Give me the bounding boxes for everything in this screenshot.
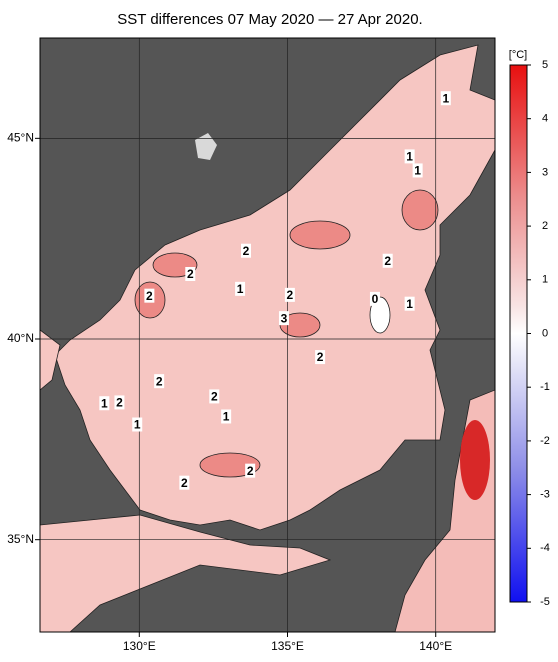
colorbar (509, 64, 528, 603)
contour-label-box (132, 417, 143, 432)
sea (40, 514, 332, 632)
colorbar-tick-label: 3 (542, 166, 548, 178)
y-tick-label: 40°N (7, 331, 34, 345)
contour-label-box (235, 281, 246, 296)
warm-patch (199, 452, 261, 478)
colorbar-tick-label: -5 (540, 596, 550, 608)
contour-label: 2 (187, 267, 194, 281)
contour-label: 1 (101, 396, 108, 410)
cool-patch (369, 296, 391, 334)
contour-label-box (404, 149, 415, 164)
contour-label: 1 (237, 282, 244, 296)
contour-label: 2 (243, 244, 250, 258)
contour-label-box (315, 350, 326, 365)
contour-label: 1 (414, 164, 421, 178)
sea (40, 329, 61, 391)
contour-label: 2 (146, 289, 153, 303)
colorbar-tick-label: -4 (540, 542, 550, 554)
contour-label: 0 (372, 292, 379, 306)
contour-label-box (144, 288, 155, 303)
colorbar-tick-label: 1 (542, 274, 548, 286)
contour-label: 2 (181, 476, 188, 490)
warm-patch (460, 420, 490, 500)
contour-label: 2 (156, 374, 163, 388)
y-tick-label: 45°N (7, 131, 34, 145)
contour-label-box (221, 409, 232, 424)
contour-label-box (209, 389, 220, 404)
colorbar-tick-label: -3 (540, 489, 550, 501)
contour-label: 2 (116, 396, 123, 410)
y-tick-label: 35°N (7, 532, 34, 546)
x-tick-label: 135°E (271, 639, 304, 653)
contour-label-box (284, 287, 295, 302)
island (195, 133, 217, 160)
contour-label-box (412, 163, 423, 178)
colorbar-label: [°C] (509, 49, 527, 61)
colorbar-tick-label: 5 (542, 59, 548, 71)
colorbar-tick-label: -1 (540, 381, 550, 393)
contour-label-box (369, 291, 380, 306)
contour-label: 1 (134, 418, 141, 432)
x-tick-label: 140°E (419, 639, 452, 653)
contour-label-box (440, 91, 451, 106)
frame (39, 37, 496, 633)
contour-label: 1 (406, 297, 413, 311)
contour-label: 2 (384, 254, 391, 268)
contour-label-box (382, 253, 393, 268)
contour-label-box (404, 296, 415, 311)
contour-label-box (185, 266, 196, 281)
contour-label-box (245, 463, 256, 478)
warm-patches (134, 189, 439, 478)
contour-label-box (99, 396, 110, 411)
colorbar-tick-label: 4 (542, 113, 548, 125)
contour-label: 2 (211, 390, 218, 404)
axes: 130°E 135°E 140°E35°N40°N45°N-5-4-3-2-1012… (7, 59, 550, 653)
colorbar-tick-label: -2 (540, 435, 550, 447)
warm-patch (401, 189, 439, 231)
map-title: SST differences 07 May 2020 — 27 Apr 202… (117, 11, 422, 28)
contour-label: 1 (223, 410, 230, 424)
contour-label-box (114, 395, 125, 410)
warm-patch (289, 220, 351, 250)
contour-label-box (179, 475, 190, 490)
contour-label: 2 (287, 288, 294, 302)
contour-label-box (241, 243, 252, 258)
sea (54, 44, 495, 531)
contour-label-box (154, 374, 165, 389)
colorbar-tick-label: 0 (542, 327, 548, 339)
contour-label: 2 (247, 464, 254, 478)
contour-label-box (278, 311, 289, 326)
contour-label: 3 (281, 311, 288, 325)
contour-label: 2 (317, 350, 324, 364)
grid (40, 38, 495, 632)
contour-label: 1 (406, 150, 413, 164)
colorbar-tick-label: 2 (542, 220, 548, 232)
x-tick-label: 130°E (123, 639, 156, 653)
contour-label: 1 (442, 91, 449, 105)
